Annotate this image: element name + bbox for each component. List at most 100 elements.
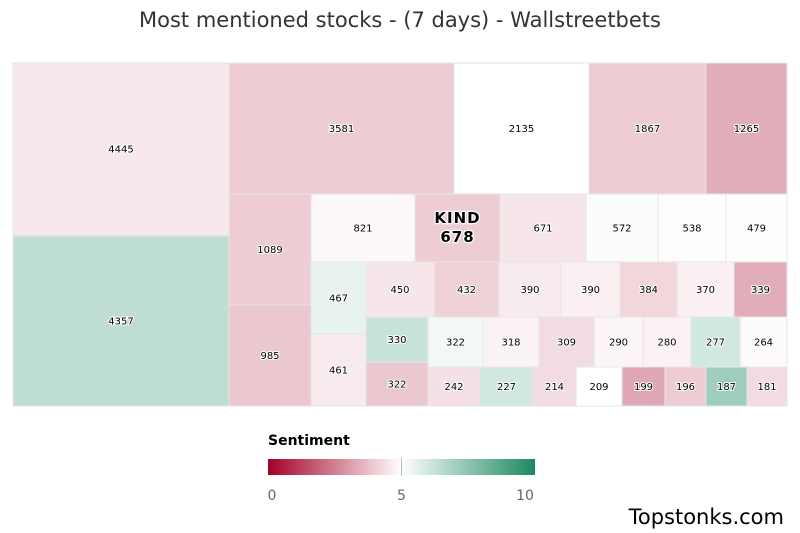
treemap-tile: 339 [733, 261, 788, 318]
treemap-tile: 4445 [12, 62, 230, 236]
treemap-tile: 309 [538, 316, 595, 368]
tile-value-label: 309 [557, 338, 576, 349]
tile-value-label: 280 [657, 338, 676, 349]
tile-value-label: 196 [676, 382, 695, 393]
tile-value-label: 2135 [509, 124, 534, 135]
tile-value-label: 264 [754, 338, 773, 349]
treemap-tile: 390 [560, 261, 621, 318]
treemap-tile-rect [365, 261, 435, 318]
treemap-tile: 479 [725, 193, 788, 263]
treemap-tile-rect [746, 366, 788, 407]
tile-value-label: 1089 [257, 245, 282, 256]
treemap-tile-rect [365, 316, 429, 363]
treemap-tile: 384 [619, 261, 678, 318]
tile-value-label: 339 [751, 285, 770, 296]
treemap-tile-rect [690, 316, 741, 368]
treemap-tile-rect [664, 366, 707, 407]
treemap-tile: 290 [593, 316, 644, 368]
treemap-tile: 209 [575, 366, 623, 407]
treemap-tile-rect [619, 261, 678, 318]
tile-value-label: 821 [353, 224, 372, 235]
treemap-tile: 196 [664, 366, 707, 407]
treemap-tile-rect [433, 261, 500, 318]
treemap-tile: 199 [621, 366, 666, 407]
treemap-tile-rect [532, 366, 577, 407]
tile-value-label: 181 [757, 382, 776, 393]
treemap-tile: 432 [433, 261, 500, 318]
treemap-tile-rect [310, 193, 416, 263]
treemap-tile-rect [642, 316, 692, 368]
treemap-tile-rect [453, 62, 590, 195]
treemap-tile-rect [676, 261, 735, 318]
tile-value-label: 242 [444, 382, 463, 393]
treemap-tile-rect [705, 366, 748, 407]
tile-value-label: 290 [609, 338, 628, 349]
tile-value-label: 678 [440, 228, 474, 246]
tile-value-label: 479 [747, 224, 766, 235]
tile-value-label: 277 [706, 338, 725, 349]
treemap-tile: 3581 [228, 62, 455, 195]
treemap-tile: 181 [746, 366, 788, 407]
treemap-tile: 4357 [12, 235, 230, 407]
treemap-tile: 390 [498, 261, 562, 318]
treemap-tile: 1867 [588, 62, 707, 195]
tile-value-label: 461 [329, 366, 348, 377]
treemap-tile: 2135 [453, 62, 590, 195]
tile-value-label: 318 [501, 338, 520, 349]
treemap-tile: 467 [310, 261, 367, 335]
tile-value-label: 467 [329, 294, 348, 305]
tile-value-label: 199 [634, 382, 653, 393]
treemap-tile: 461 [310, 333, 367, 407]
treemap-tile-rect [733, 261, 788, 318]
tile-value-label: 985 [260, 351, 279, 362]
treemap-tile-rect [725, 193, 788, 263]
tile-value-label: 214 [545, 382, 564, 393]
legend-title: Sentiment [268, 433, 350, 449]
treemap-tile: 1089 [228, 193, 312, 306]
treemap-tile: 280 [642, 316, 692, 368]
tile-value-label: 390 [581, 285, 600, 296]
treemap-tile-rect [310, 261, 367, 335]
treemap-tile: 227 [479, 366, 534, 407]
treemap-tile-rect [585, 193, 659, 263]
treemap-tile: 985 [228, 304, 312, 407]
tile-value-label: 432 [457, 285, 476, 296]
tile-value-label: 322 [446, 338, 465, 349]
treemap-tile-rect [310, 333, 367, 407]
tile-value-label: 384 [639, 285, 658, 296]
treemap-tile: 187 [705, 366, 748, 407]
treemap-tile: 450 [365, 261, 435, 318]
brand-watermark: Topstonks.com [628, 505, 784, 529]
tile-value-label: 4445 [108, 145, 133, 156]
tile-value-label: 330 [387, 335, 406, 346]
treemap-tile-rect [621, 366, 666, 407]
treemap-tile-rect [593, 316, 644, 368]
treemap-tile-rect [427, 316, 484, 368]
tile-value-label: 572 [612, 224, 631, 235]
treemap-tile-rect [414, 193, 501, 263]
treemap-tile: 370 [676, 261, 735, 318]
treemap-tile: 277 [690, 316, 741, 368]
treemap-tile: 538 [657, 193, 727, 263]
tile-value-label: 370 [696, 285, 715, 296]
treemap-tile-rect [12, 62, 230, 236]
treemap-tile-rect [365, 361, 429, 407]
tile-value-label: 538 [682, 224, 701, 235]
treemap-tile-rect [657, 193, 727, 263]
tile-value-label: 390 [520, 285, 539, 296]
treemap-tile: 242 [427, 366, 481, 407]
treemap-tile: 214 [532, 366, 577, 407]
treemap-tile-rect [12, 235, 230, 407]
treemap-tile-rect [228, 62, 455, 195]
treemap-tile: 322 [427, 316, 484, 368]
treemap-tile: 821 [310, 193, 416, 263]
treemap-tile: 330 [365, 316, 429, 363]
treemap-tile-rect [739, 316, 788, 368]
tile-value-label: 4357 [108, 317, 133, 328]
tile-value-label: 3581 [329, 124, 354, 135]
treemap-tile: 264 [739, 316, 788, 368]
treemap-tile-rect [228, 304, 312, 407]
treemap-tile: 318 [482, 316, 540, 368]
